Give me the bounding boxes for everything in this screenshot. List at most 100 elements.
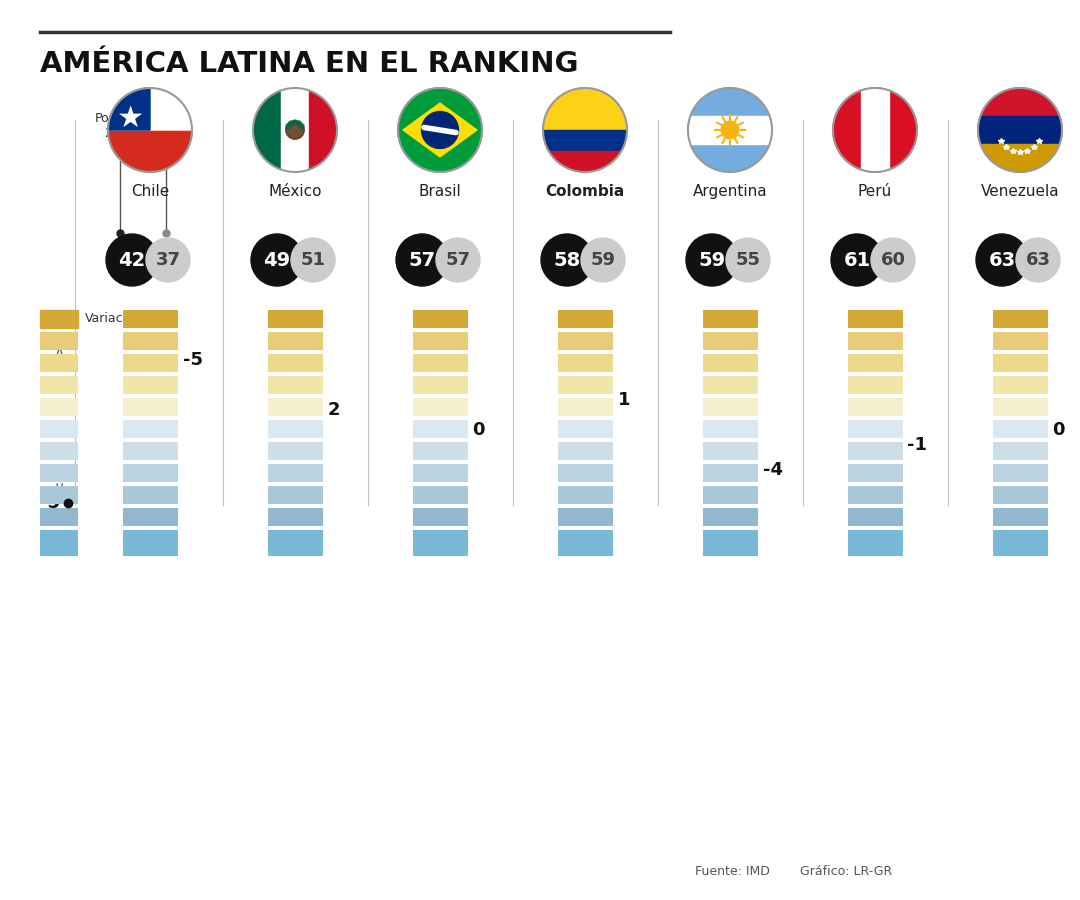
Circle shape [296,121,301,126]
Text: 61: 61 [843,250,870,269]
Bar [993,508,1048,526]
Circle shape [288,121,294,126]
Bar [993,332,1048,350]
Bar [993,310,1048,328]
Bar [413,332,468,350]
Circle shape [399,88,482,172]
Circle shape [833,88,917,172]
Text: 59: 59 [699,250,726,269]
Bar [413,398,468,416]
Bar [413,530,468,556]
Bar [557,376,612,394]
Bar [702,354,757,372]
Text: Brasil: Brasil [419,184,461,199]
Text: Posición
2018: Posición 2018 [140,112,191,140]
Text: Perú: Perú [858,184,892,199]
Bar [122,508,177,526]
Bar [40,332,78,350]
Bar [413,486,468,504]
Bar [861,88,889,172]
Text: 57: 57 [408,250,435,269]
Bar [543,88,627,130]
Bar [557,486,612,504]
Bar [993,530,1048,556]
Bar [702,442,757,460]
Bar [40,530,78,556]
Bar [848,376,903,394]
Text: 58: 58 [553,250,581,269]
Bar [543,151,627,172]
Text: -4: -4 [762,461,783,479]
Text: 63: 63 [988,250,1015,269]
Bar [557,508,612,526]
Text: -5: -5 [40,494,60,512]
Wedge shape [108,88,192,130]
Circle shape [688,88,772,172]
Bar [122,530,177,556]
Bar [122,464,177,482]
Bar [413,310,468,328]
Circle shape [978,88,1062,172]
Circle shape [299,123,305,129]
Bar [40,310,78,328]
Bar [40,464,78,482]
Text: Variación: Variación [85,312,143,326]
Bar [702,486,757,504]
Bar [40,486,78,504]
Circle shape [870,238,915,282]
Text: -1: -1 [907,436,928,454]
Bar [848,508,903,526]
Bar [993,376,1048,394]
Bar [993,442,1048,460]
Circle shape [251,234,303,286]
Circle shape [541,234,593,286]
Bar [268,376,323,394]
Bar [40,508,78,526]
Bar [413,464,468,482]
Text: -5: -5 [183,351,203,369]
Text: ★: ★ [117,104,144,132]
Bar [268,442,323,460]
Circle shape [726,238,770,282]
Wedge shape [108,88,150,130]
Bar [40,420,78,438]
Bar [413,508,468,526]
Bar [543,130,627,151]
Bar [268,398,323,416]
Bar [268,420,323,438]
Text: Venezuela: Venezuela [981,184,1059,199]
Circle shape [146,238,190,282]
Circle shape [686,234,738,286]
Bar [40,354,78,372]
Text: 55: 55 [735,251,760,269]
Text: Argentina: Argentina [692,184,767,199]
Bar [268,486,323,504]
Bar [122,310,177,328]
Circle shape [833,88,917,172]
Bar [557,354,612,372]
Text: 2: 2 [327,401,340,419]
Circle shape [581,238,625,282]
Bar [557,464,612,482]
Text: 49: 49 [264,250,291,269]
Bar [993,464,1048,482]
Bar [993,398,1048,416]
Bar [702,420,757,438]
Bar [848,442,903,460]
Bar [122,442,177,460]
Text: 59: 59 [591,251,616,269]
Bar [268,354,323,372]
Circle shape [106,234,158,286]
Bar [848,530,903,556]
Bar [413,420,468,438]
Circle shape [721,122,739,139]
Bar [702,376,757,394]
Circle shape [421,112,459,148]
Bar [978,88,1062,116]
Bar [688,116,772,144]
Bar [413,354,468,372]
Bar [702,332,757,350]
Circle shape [831,234,883,286]
Circle shape [253,88,337,172]
Bar [40,376,78,394]
